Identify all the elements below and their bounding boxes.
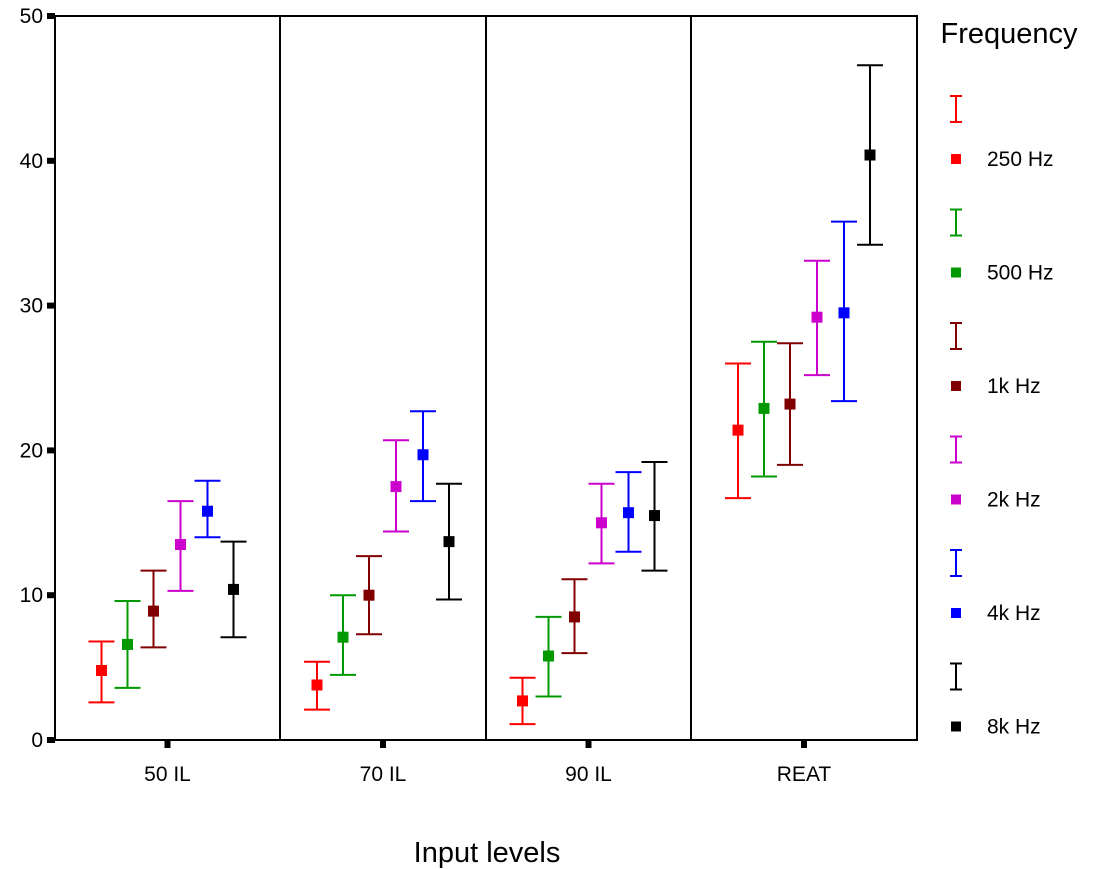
legend-marker — [951, 381, 961, 391]
mean-marker — [337, 631, 349, 643]
x-tick-label: 70 IL — [360, 763, 407, 786]
legend-marker — [951, 154, 961, 164]
y-tick-mark — [47, 447, 55, 454]
x-tick-mark — [585, 740, 592, 748]
y-tick-label: 20 — [20, 439, 43, 462]
mean-marker — [758, 402, 770, 414]
legend-label: 2k Hz — [987, 489, 1041, 512]
series-8k-hz — [220, 64, 883, 639]
mean-marker — [517, 695, 528, 707]
x-tick-label: REAT — [777, 763, 832, 786]
series-2k-hz — [167, 259, 830, 592]
mean-marker — [811, 311, 823, 323]
x-tick-mark — [801, 740, 807, 748]
x-tick-mark — [380, 740, 386, 748]
mean-marker — [732, 424, 744, 436]
series-4k-hz — [194, 220, 857, 553]
mean-marker — [784, 398, 796, 410]
x-axis: 50 IL 70 IL 90 IL REAT — [144, 740, 831, 786]
mean-marker — [543, 650, 554, 662]
mean-marker — [390, 481, 402, 493]
mean-marker — [202, 505, 213, 517]
legend-marker — [951, 494, 961, 505]
legend-item: 4k Hz — [950, 549, 1041, 625]
mean-marker — [649, 510, 660, 522]
x-axis-title: Input levels — [414, 837, 561, 869]
y-tick-mark — [47, 157, 55, 164]
y-axis: 0 10 20 30 40 50 — [20, 5, 55, 752]
mean-marker — [596, 517, 607, 529]
y-tick-mark — [47, 737, 55, 743]
legend-label: 8k Hz — [987, 716, 1041, 739]
legend-item: 500 Hz — [950, 208, 1054, 285]
legend-item: 1k Hz — [950, 322, 1041, 398]
mean-marker — [838, 307, 850, 319]
legend: Frequency 250 Hz 500 Hz 1k Hz 2k Hz 4k Hz 8k … — [940, 18, 1078, 739]
legend-item: 8k Hz — [950, 662, 1041, 739]
series-1k-hz — [140, 342, 803, 655]
legend-label: 250 Hz — [987, 148, 1054, 171]
y-tick-mark — [47, 13, 55, 19]
legend-label: 4k Hz — [987, 602, 1041, 625]
mean-marker — [569, 611, 580, 623]
mean-marker — [96, 664, 107, 676]
y-tick-label: 0 — [31, 729, 43, 752]
y-tick-label: 10 — [20, 584, 43, 607]
plot-area — [54, 15, 918, 741]
mean-marker — [122, 638, 133, 650]
legend-marker — [951, 608, 961, 618]
x-tick-label: 50 IL — [144, 763, 191, 786]
legend-title: Frequency — [940, 18, 1078, 50]
mean-marker — [443, 536, 455, 548]
x-tick-mark — [164, 740, 171, 748]
legend-label: 500 Hz — [987, 262, 1054, 285]
mean-marker — [864, 149, 876, 161]
series-250-hz — [88, 362, 751, 726]
legend-marker — [951, 267, 961, 278]
legend-item: 2k Hz — [950, 435, 1041, 512]
y-tick-label: 30 — [20, 295, 43, 318]
mean-marker — [148, 605, 159, 617]
series-500-hz — [114, 340, 777, 698]
y-tick-label: 50 — [20, 5, 43, 28]
mean-marker — [175, 539, 186, 551]
mean-marker — [228, 583, 239, 595]
mean-marker — [417, 449, 429, 461]
legend-marker — [951, 721, 961, 732]
y-tick-mark — [47, 302, 55, 309]
legend-item: 250 Hz — [950, 95, 1054, 171]
y-tick-mark — [47, 592, 55, 599]
mean-marker — [363, 589, 375, 601]
mean-marker — [623, 507, 634, 519]
series-layer — [88, 64, 883, 726]
y-tick-label: 40 — [20, 150, 43, 173]
x-tick-label: 90 IL — [565, 763, 612, 786]
mean-marker — [311, 679, 323, 691]
legend-label: 1k Hz — [987, 375, 1041, 398]
